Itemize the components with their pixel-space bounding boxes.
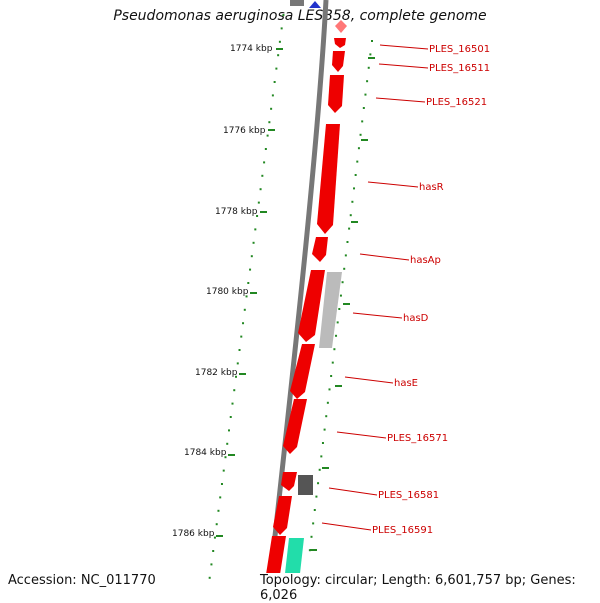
gene-ples-16571[interactable] [283,399,307,454]
gene-hasr[interactable] [317,124,340,234]
outer-tick-dots [208,14,285,579]
leader-line [379,44,429,50]
topology-text: Topology: circular; Length: 6,601,757 bp… [258,573,600,603]
leader-line [344,376,394,384]
gene-hasap[interactable] [312,237,328,262]
gene-hasd-gray[interactable] [319,272,342,348]
tick-label-1776: 1776 kbp [223,126,266,136]
leader-line [378,63,429,69]
leader-line [375,97,426,103]
tick-label-1778: 1778 kbp [215,207,258,217]
map-title: Pseudomonas aeruginosa LESB58, complete … [113,8,487,24]
gene-blue-top[interactable] [309,1,321,8]
leader-line [367,181,419,188]
gene-label-hasap[interactable]: hasAp [410,255,441,266]
gene-gray-top[interactable] [290,0,304,6]
accession-text: Accession: NC_011770 [8,573,156,588]
gene-label-ples-16581[interactable]: PLES_16581 [378,490,439,501]
gene-ples-16521[interactable] [328,75,344,113]
gene-ples-16581-dark[interactable] [298,475,313,495]
tick-label-1780: 1780 kbp [206,287,249,297]
tick-label-1782: 1782 kbp [195,368,238,378]
gene-label-ples-16511[interactable]: PLES_16511 [429,63,490,74]
gene-label-hasd[interactable]: hasD [403,313,429,324]
leader-line [321,522,372,531]
leader-line [352,312,403,319]
gene-leader-lines [321,44,429,531]
gene-labels: PLES_16501 PLES_16511 PLES_16521 hasR ha… [372,44,490,536]
gene-ples-16511[interactable] [332,51,345,72]
leader-line [328,487,378,496]
tick-label-1786: 1786 kbp [172,529,215,539]
gene-hasd-forward[interactable] [298,270,325,342]
gene-ples-16591[interactable] [273,496,292,535]
gene-pink-top[interactable] [335,20,347,33]
gene-ples-16501[interactable] [334,38,346,48]
gene-label-ples-16591[interactable]: PLES_16591 [372,525,433,536]
tick-label-1784: 1784 kbp [184,448,227,458]
gene-label-ples-16571[interactable]: PLES_16571 [387,433,448,444]
leader-line [359,253,410,261]
gene-label-ples-16501[interactable]: PLES_16501 [429,44,490,55]
gene-label-hase[interactable]: hasE [394,378,418,389]
gene-ples-16581[interactable] [281,472,297,491]
leader-line [336,431,387,439]
inner-tick-dots [308,40,373,552]
gene-label-ples-16521[interactable]: PLES_16521 [426,97,487,108]
gene-label-hasr[interactable]: hasR [419,182,444,193]
kbp-tick-labels: 1774 kbp 1776 kbp 1778 kbp 1780 kbp 1782… [172,44,273,539]
kbp-ticks [216,48,375,551]
gene-hase[interactable] [290,344,315,399]
gene-features [262,0,347,600]
tick-label-1774: 1774 kbp [230,44,273,54]
